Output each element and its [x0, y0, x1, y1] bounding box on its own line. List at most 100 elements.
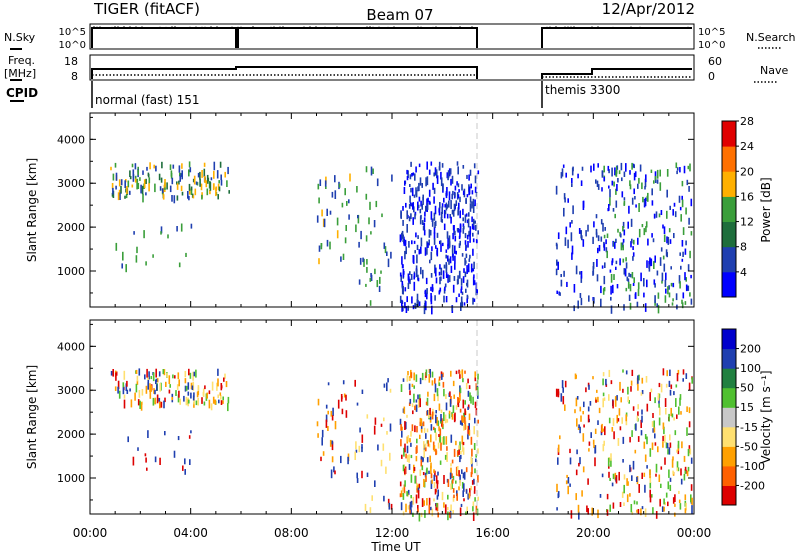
- velocity-mark: [427, 440, 430, 447]
- velocity-mark: [407, 505, 410, 510]
- velocity-mark: [474, 417, 476, 424]
- power-mark: [668, 292, 671, 298]
- velocity-mark: [403, 484, 406, 493]
- velocity-mark: [459, 408, 462, 413]
- velocity-mark: [220, 383, 223, 391]
- velocity-mark: [447, 507, 449, 511]
- velocity-mark: [666, 370, 668, 377]
- power-mark: [201, 194, 203, 200]
- velocity-mark: [417, 394, 419, 400]
- power-mark: [596, 259, 598, 267]
- power-mark: [139, 177, 141, 181]
- velocity-mark: [638, 484, 640, 493]
- velocity-mark: [616, 414, 618, 424]
- velocity-mark: [470, 485, 472, 491]
- power-mark: [676, 170, 678, 175]
- power-mark: [566, 281, 568, 287]
- power-mark: [346, 201, 348, 206]
- velocity-mark: [458, 486, 460, 491]
- power-mark: [440, 171, 442, 180]
- velocity-mark: [334, 421, 337, 430]
- power-mark: [319, 179, 322, 186]
- velocity-mark: [683, 455, 686, 462]
- power-mark: [672, 298, 674, 302]
- power-mark: [472, 268, 475, 272]
- power-mark: [477, 170, 480, 175]
- power-mark: [176, 195, 179, 201]
- power-mark: [685, 277, 687, 282]
- velocity-mark: [420, 512, 423, 518]
- velocity-mark: [401, 430, 403, 438]
- velocity-mark: [557, 457, 559, 465]
- velocity-mark: [224, 373, 226, 379]
- velocity-mark: [669, 477, 672, 482]
- power-mark: [622, 245, 624, 251]
- velocity-mark: [456, 466, 459, 475]
- velocity-mark: [340, 394, 343, 402]
- power-mark: [468, 231, 470, 236]
- velocity-mark: [332, 407, 334, 416]
- velocity-mark: [374, 417, 377, 425]
- power-mark: [381, 213, 383, 218]
- power-mark: [612, 284, 614, 294]
- power-mark: [110, 166, 112, 171]
- velocity-mark: [649, 469, 651, 479]
- power-mark: [441, 206, 443, 214]
- power-mark: [664, 295, 667, 303]
- velocity-mark: [682, 369, 685, 375]
- velocity-mark: [667, 449, 669, 455]
- power-mark: [611, 180, 614, 186]
- velocity-mark: [448, 413, 451, 419]
- nsky-noise-trace: [93, 26, 692, 29]
- velocity-mark: [146, 368, 148, 378]
- power-mark: [125, 188, 127, 193]
- velocity-mark: [644, 434, 647, 440]
- velocity-mark: [564, 380, 567, 388]
- power-mark: [471, 216, 473, 223]
- power-mark: [682, 251, 684, 257]
- velocity-mark: [420, 428, 423, 433]
- velocity-mark: [627, 396, 629, 403]
- velocity-mark: [589, 401, 592, 406]
- power-mark: [400, 274, 402, 282]
- power-mark: [625, 257, 627, 262]
- velocity-mark: [405, 421, 407, 430]
- velocity-mark: [149, 391, 152, 399]
- power-mark: [473, 163, 476, 169]
- power-mark: [380, 270, 382, 274]
- velocity-mark: [414, 425, 416, 433]
- power-mark: [404, 239, 407, 245]
- y-tick-label: 4000: [57, 340, 85, 353]
- velocity-mark: [607, 457, 610, 467]
- power-mark: [462, 217, 464, 222]
- power-mark: [178, 180, 180, 185]
- velocity-mark: [435, 414, 437, 424]
- velocity-mark: [591, 507, 593, 516]
- velocity-mark: [190, 382, 193, 390]
- colorbar-swatch: [722, 465, 736, 486]
- power-mark: [573, 305, 575, 312]
- power-mark: [204, 175, 206, 183]
- power-mark: [445, 190, 448, 199]
- power-mark: [659, 169, 661, 177]
- power-mark: [690, 298, 693, 305]
- velocity-mark: [152, 397, 155, 406]
- power-mark: [617, 178, 619, 183]
- power-mark: [452, 190, 454, 196]
- power-mark: [401, 299, 403, 307]
- power-mark: [178, 165, 181, 173]
- velocity-mark: [655, 473, 657, 477]
- velocity-mark: [203, 401, 206, 406]
- velocity-mark: [475, 383, 478, 391]
- velocity-mark: [664, 434, 666, 443]
- power-mark: [180, 223, 183, 232]
- velocity-mark: [471, 480, 474, 485]
- power-mark: [456, 161, 459, 166]
- velocity-mark: [123, 399, 126, 409]
- velocity-mark: [400, 424, 402, 431]
- power-mark: [365, 235, 368, 242]
- power-mark: [326, 239, 329, 247]
- power-mark: [180, 173, 183, 177]
- power-mark: [457, 194, 460, 199]
- power-mark: [160, 177, 163, 183]
